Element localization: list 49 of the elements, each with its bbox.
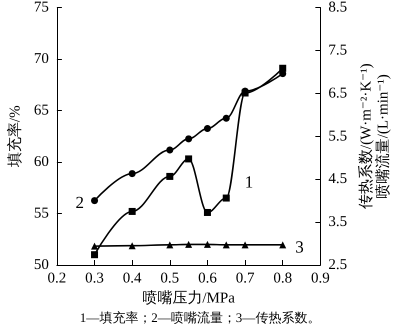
- y2-tick-label: 5.5: [328, 128, 348, 144]
- point: [166, 146, 174, 154]
- series-label: 1: [244, 172, 254, 192]
- y-tick-label: 60: [34, 154, 49, 170]
- point: [204, 125, 211, 132]
- y-tick-label: 65: [34, 102, 49, 118]
- point: [166, 172, 174, 180]
- point: [204, 208, 211, 216]
- x-tick-label: 0.6: [198, 270, 218, 286]
- x-tick-label: 0.9: [310, 270, 330, 286]
- x-tick-label: 0.3: [85, 270, 104, 286]
- x-tick-label: 0.5: [160, 270, 180, 286]
- point: [128, 208, 136, 215]
- y2-tick-label: 4.5: [328, 171, 348, 188]
- point: [128, 170, 136, 178]
- x-tick-label: 0.2: [48, 270, 66, 286]
- x-axis-title: 喷嘴压力/MPa: [142, 289, 236, 306]
- point: [242, 241, 249, 248]
- point: [91, 242, 98, 250]
- x-tick-label: 0.4: [122, 270, 142, 286]
- y2-axis-title: 传热系数/(W·m⁻²·K⁻¹) 喷嘴流量/(L·min⁻¹): [358, 63, 392, 210]
- series-label: 2: [76, 193, 84, 212]
- series-label: 3: [295, 237, 304, 256]
- y-tick-label: 50: [34, 257, 49, 273]
- point: [185, 135, 192, 142]
- x-tick-label: 0.8: [273, 270, 292, 286]
- y-tick-label: 75: [34, 0, 49, 16]
- y-tick-label: 55: [34, 206, 49, 222]
- text: 1—填充率；2—喷嘴流量；3—传热系数。: [80, 310, 320, 325]
- point: [91, 251, 98, 258]
- point: [91, 197, 98, 204]
- y2-tick-label: 6.5: [328, 85, 348, 102]
- y-axis-title: 填充率/%: [6, 105, 24, 168]
- point: [204, 240, 211, 248]
- point: [279, 241, 286, 248]
- point: [222, 114, 230, 122]
- y2-tick-label: 7.5: [328, 42, 348, 58]
- x-tick-label: 0.7: [236, 270, 255, 286]
- point: [185, 155, 192, 162]
- y2-tick-label: 2.5: [328, 257, 348, 273]
- point: [128, 242, 136, 250]
- point: [185, 240, 192, 248]
- y-tick-label: 70: [34, 51, 49, 67]
- point: [222, 194, 230, 202]
- point: [222, 241, 230, 248]
- point: [279, 64, 286, 72]
- point: [166, 241, 174, 248]
- y2-tick-label: 3.5: [328, 214, 348, 230]
- y2-tick-label: 8.5: [328, 0, 348, 16]
